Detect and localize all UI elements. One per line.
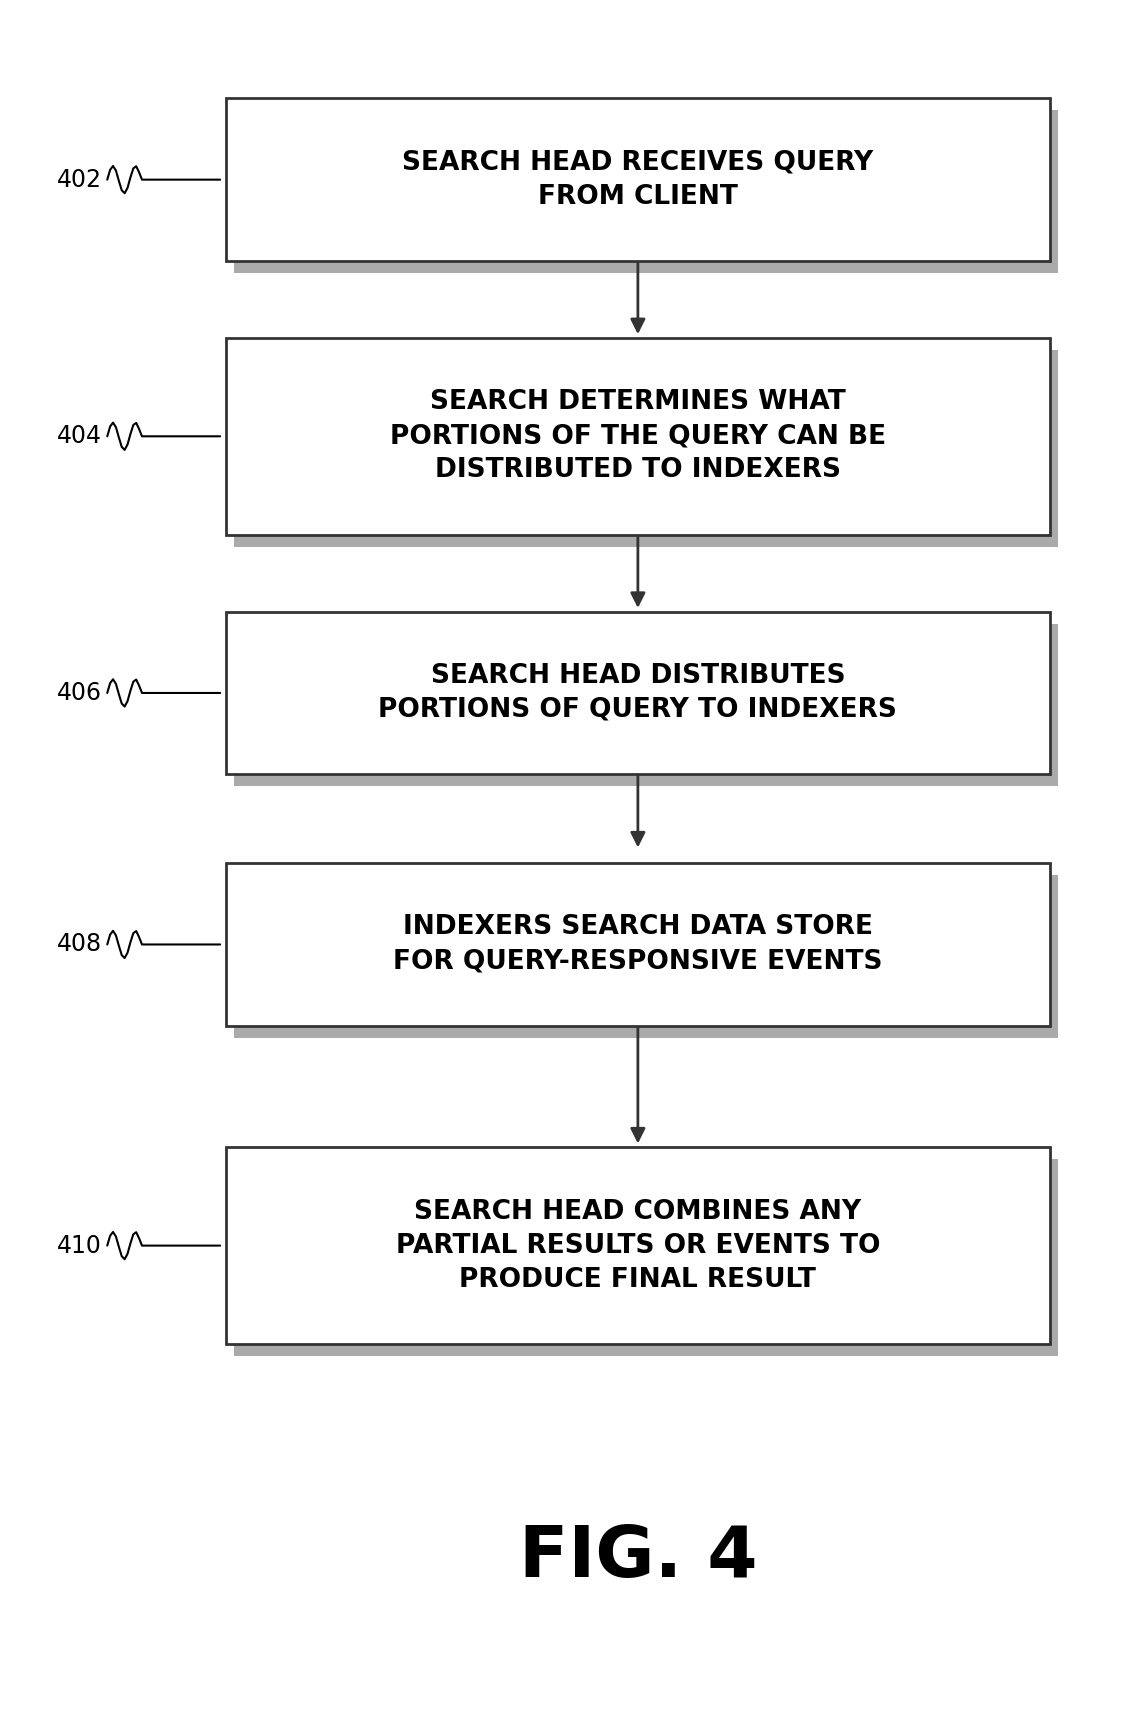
Text: INDEXERS SEARCH DATA STORE
FOR QUERY-RESPONSIVE EVENTS: INDEXERS SEARCH DATA STORE FOR QUERY-RES… (393, 914, 883, 975)
Bar (226, 613, 1050, 775)
Text: SEARCH DETERMINES WHAT
PORTIONS OF THE QUERY CAN BE
DISTRIBUTED TO INDEXERS: SEARCH DETERMINES WHAT PORTIONS OF THE Q… (390, 390, 886, 483)
Bar (226, 339, 1050, 534)
Text: 404: 404 (56, 424, 102, 448)
Text: SEARCH HEAD COMBINES ANY
PARTIAL RESULTS OR EVENTS TO
PRODUCE FINAL RESULT: SEARCH HEAD COMBINES ANY PARTIAL RESULTS… (395, 1199, 881, 1292)
Text: FIG. 4: FIG. 4 (518, 1523, 758, 1591)
Bar (226, 862, 1050, 1027)
Bar (234, 351, 1058, 548)
Bar (234, 625, 1058, 787)
Bar (226, 99, 1050, 262)
Text: 402: 402 (56, 168, 102, 192)
Bar (226, 1148, 1050, 1345)
Bar (234, 876, 1058, 1037)
Text: 406: 406 (56, 681, 102, 705)
Text: 410: 410 (56, 1234, 102, 1258)
Text: 408: 408 (56, 932, 102, 956)
Bar (234, 111, 1058, 272)
Text: SEARCH HEAD DISTRIBUTES
PORTIONS OF QUERY TO INDEXERS: SEARCH HEAD DISTRIBUTES PORTIONS OF QUER… (378, 662, 898, 724)
Bar (234, 1160, 1058, 1355)
Text: SEARCH HEAD RECEIVES QUERY
FROM CLIENT: SEARCH HEAD RECEIVES QUERY FROM CLIENT (402, 149, 874, 210)
